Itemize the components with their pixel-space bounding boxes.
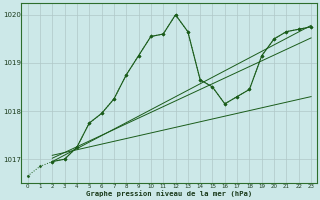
X-axis label: Graphe pression niveau de la mer (hPa): Graphe pression niveau de la mer (hPa) — [86, 190, 252, 197]
